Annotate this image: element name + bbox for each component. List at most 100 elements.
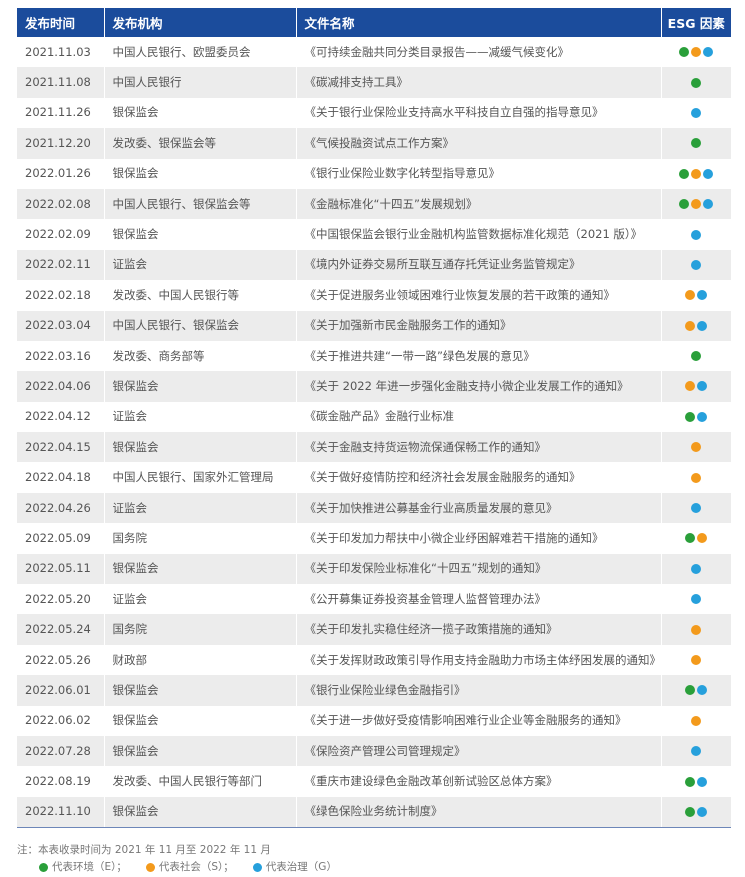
- cell-org: 中国人民银行、银保监会等: [104, 188, 297, 220]
- cell-esg: [661, 735, 731, 767]
- social-dot-icon: [691, 715, 702, 726]
- cell-org: 银保监会: [104, 553, 297, 585]
- cell-org: 银保监会: [104, 219, 297, 250]
- table-row: 2022.05.20 证监会 《公开募集证券投资基金管理人监督管理办法》: [17, 584, 731, 615]
- cell-esg: [661, 706, 731, 736]
- cell-org: 银保监会: [104, 735, 297, 767]
- cell-esg: [661, 462, 731, 492]
- cell-doc: 《绿色保险业务统计制度》: [296, 796, 662, 829]
- table-row: 2022.03.04 中国人民银行、银保监会 《关于加强新市民金融服务工作的通知》: [17, 310, 731, 341]
- table-row: 2022.04.18 中国人民银行、国家外汇管理局 《关于做好疫情防控和经济社会发展…: [17, 462, 731, 493]
- cell-date: 2021.12.20: [17, 128, 105, 159]
- cell-doc: 《中国银保监会银行业金融机构监管数据标准化规范（2021 版）》: [296, 219, 662, 250]
- cell-org: 中国人民银行、国家外汇管理局: [104, 462, 297, 493]
- cell-esg: [661, 766, 731, 796]
- table-row: 2022.05.24 国务院 《关于印发扎实稳住经济一揽子政策措施的通知》: [17, 614, 731, 645]
- governance-dot-icon: [691, 259, 702, 270]
- cell-date: 2022.08.19: [17, 766, 105, 797]
- cell-esg: [661, 310, 731, 341]
- cell-doc: 《关于加快推进公募基金行业高质量发展的意见》: [296, 492, 662, 524]
- environment-dot-icon: [685, 533, 696, 544]
- cell-doc: 《可持续金融共同分类目录报告——减缓气候变化》: [296, 37, 662, 68]
- governance-dot-icon: [703, 168, 714, 179]
- cell-doc: 《关于做好疫情防控和经济社会发展金融服务的通知》: [296, 462, 662, 493]
- header-esg: ESG 因素: [661, 8, 731, 37]
- cell-doc: 《关于加强新市民金融服务工作的通知》: [296, 310, 662, 341]
- cell-esg: [661, 614, 731, 645]
- table-header-row: 发布时间 发布机构 文件名称 ESG 因素: [17, 8, 731, 37]
- table-row: 2022.02.08 中国人民银行、银保监会等 《金融标准化“十四五”发展规划》: [17, 188, 731, 220]
- legend-label: 代表治理（G）: [265, 861, 337, 873]
- table-row: 2022.06.01 银保监会 《银行业保险业绿色金融指引》: [17, 675, 731, 706]
- table-row: 2022.02.18 发改委、中国人民银行等 《关于促进服务业领域困难行业恢复发展的…: [17, 280, 731, 311]
- governance-dot-icon: [697, 685, 708, 696]
- social-dot-icon: [691, 199, 702, 210]
- cell-doc: 《碳减排支持工具》: [296, 67, 662, 98]
- cell-doc: 《关于进一步做好受疫情影响困难行业企业等金融服务的通知》: [296, 705, 662, 736]
- table-row: 2022.04.06 银保监会 《关于 2022 年进一步强化金融支持小微企业发展工…: [17, 371, 731, 402]
- cell-date: 2022.05.09: [17, 523, 105, 554]
- cell-date: 2022.05.11: [17, 553, 105, 585]
- social-dot-icon: [145, 862, 155, 872]
- cell-doc: 《关于推进共建“一带一路”绿色发展的意见》: [296, 340, 662, 372]
- header-org: 发布机构: [104, 8, 297, 37]
- cell-org: 银保监会: [104, 705, 297, 736]
- governance-dot-icon: [691, 746, 702, 757]
- table-row: 2022.11.10 银保监会 《绿色保险业务统计制度》: [17, 796, 731, 829]
- governance-dot-icon: [697, 381, 708, 392]
- cell-esg: [661, 675, 731, 706]
- cell-date: 2021.11.03: [17, 37, 105, 68]
- cell-org: 银保监会: [104, 371, 297, 402]
- table-row: 2022.07.28 银保监会 《保险资产管理公司管理规定》: [17, 735, 731, 767]
- social-dot-icon: [685, 320, 696, 331]
- environment-dot-icon: [679, 47, 690, 58]
- cell-esg: [661, 432, 731, 463]
- header-document: 文件名称: [296, 8, 662, 37]
- governance-dot-icon: [691, 503, 702, 514]
- cell-date: 2022.04.15: [17, 432, 105, 463]
- governance-dot-icon: [252, 862, 262, 872]
- social-dot-icon: [685, 290, 696, 301]
- cell-org: 发改委、银保监会等: [104, 128, 297, 159]
- table-row: 2021.11.26 银保监会 《关于银行业保险业支持高水平科技自立自强的指导意见》: [17, 97, 731, 129]
- cell-doc: 《碳金融产品》金融行业标准: [296, 401, 662, 433]
- cell-doc: 《金融标准化“十四五”发展规划》: [296, 188, 662, 220]
- table-row: 2022.05.09 国务院 《关于印发加力帮扶中小微企业纾困解难若干措施的通知》: [17, 523, 731, 554]
- cell-esg: [661, 159, 731, 189]
- cell-org: 银保监会: [104, 97, 297, 129]
- cell-date: 2022.01.26: [17, 158, 105, 189]
- governance-dot-icon: [697, 806, 708, 817]
- cell-esg: [661, 67, 731, 98]
- governance-dot-icon: [697, 320, 708, 331]
- cell-doc: 《关于印发保险业标准化“十四五”规划的通知》: [296, 553, 662, 585]
- cell-esg: [661, 584, 731, 614]
- cell-org: 发改委、中国人民银行等: [104, 280, 297, 311]
- cell-org: 中国人民银行、银保监会: [104, 310, 297, 341]
- environment-dot-icon: [685, 806, 696, 817]
- environment-dot-icon: [691, 138, 702, 149]
- cell-doc: 《关于银行业保险业支持高水平科技自立自强的指导意见》: [296, 97, 662, 129]
- cell-org: 银保监会: [104, 796, 297, 829]
- cell-date: 2022.11.10: [17, 796, 105, 829]
- environment-dot-icon: [679, 199, 690, 210]
- cell-org: 发改委、中国人民银行等部门: [104, 766, 297, 797]
- policy-table-container: 发布时间 发布机构 文件名称 ESG 因素 2021.11.03 中国人民银行、欧…: [17, 8, 731, 829]
- policy-table: 发布时间 发布机构 文件名称 ESG 因素 2021.11.03 中国人民银行、欧…: [17, 8, 731, 829]
- cell-doc: 《银行业保险业数字化转型指导意见》: [296, 158, 662, 189]
- environment-dot-icon: [39, 862, 48, 872]
- cell-esg: [661, 523, 731, 553]
- legend-item-social: 代表社会（S）；: [145, 859, 234, 874]
- social-dot-icon: [691, 624, 702, 635]
- governance-dot-icon: [703, 199, 714, 210]
- cell-doc: 《公开募集证券投资基金管理人监督管理办法》: [296, 584, 662, 615]
- governance-dot-icon: [697, 776, 708, 787]
- table-row: 2021.12.20 发改委、银保监会等 《气候投融资试点工作方案》: [17, 128, 731, 159]
- cell-org: 中国人民银行、欧盟委员会: [104, 37, 297, 68]
- cell-date: 2021.11.08: [17, 67, 105, 98]
- cell-esg: [661, 219, 731, 249]
- cell-org: 发改委、商务部等: [104, 340, 297, 372]
- cell-date: 2022.02.08: [17, 188, 105, 220]
- social-dot-icon: [691, 472, 702, 483]
- cell-org: 银保监会: [104, 158, 297, 189]
- cell-date: 2022.05.24: [17, 614, 105, 645]
